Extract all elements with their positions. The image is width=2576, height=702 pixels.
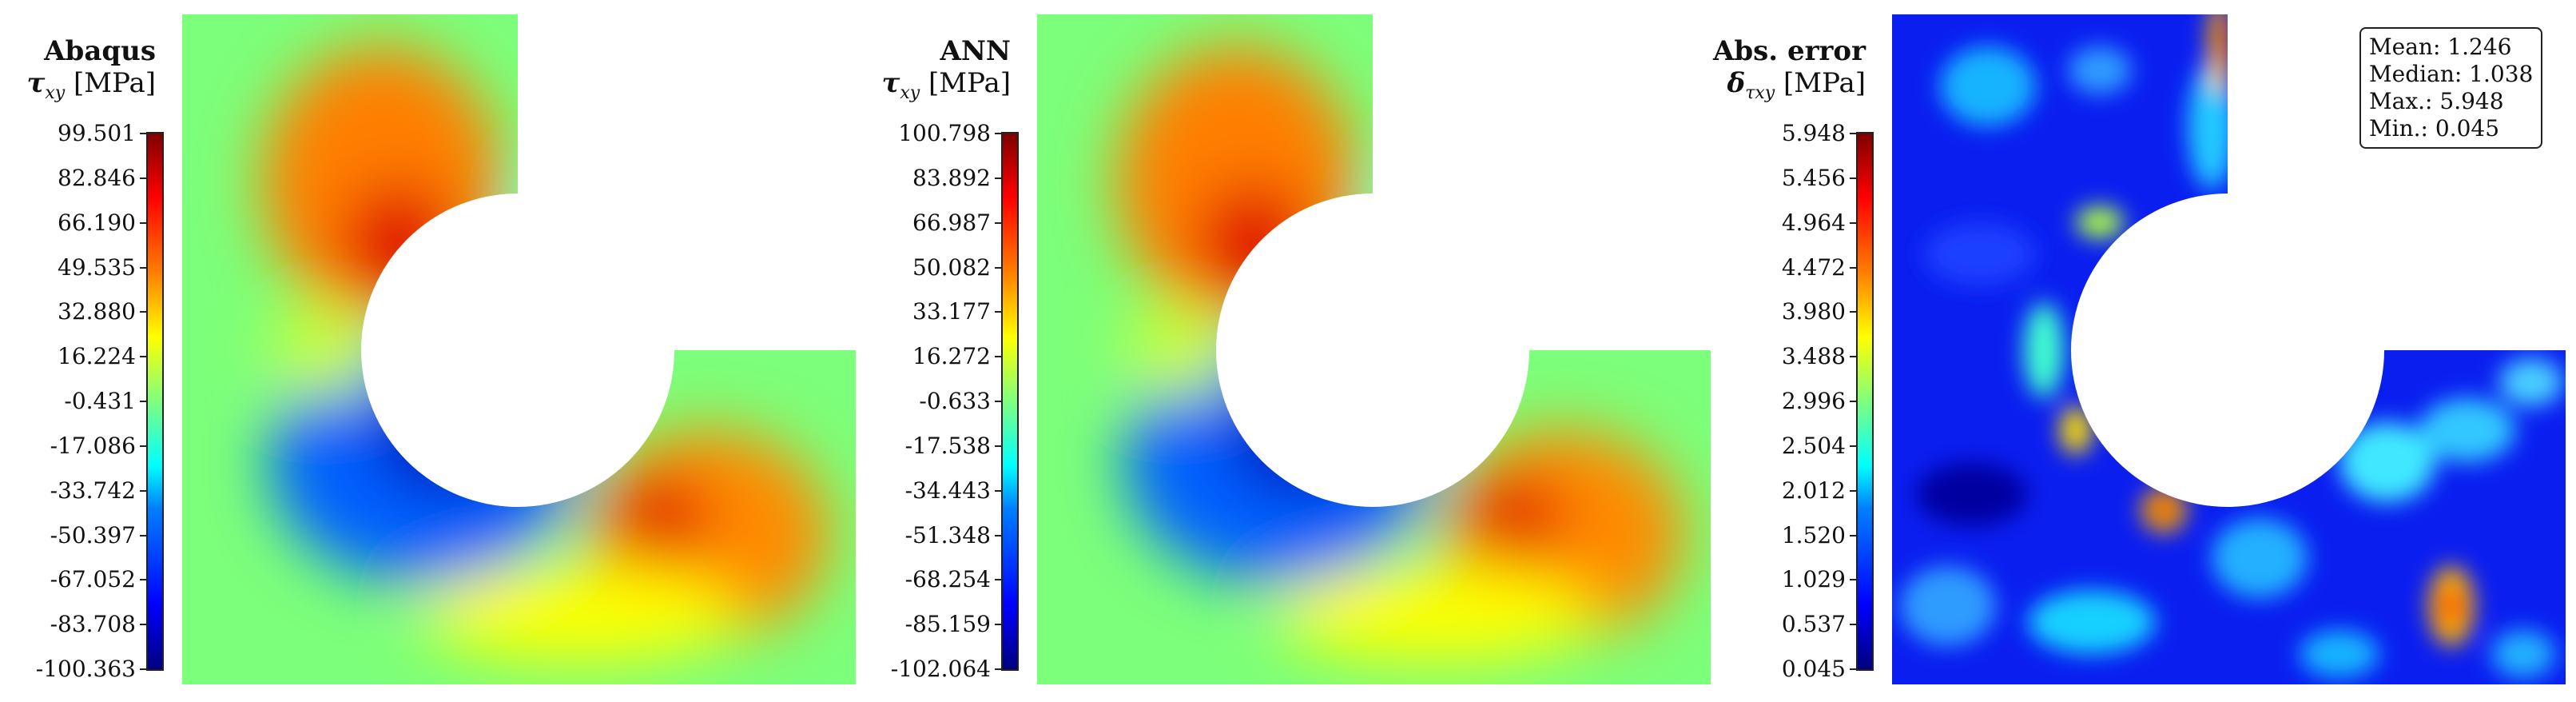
colorbar-tick-label: -17.086 <box>50 432 136 459</box>
colorbar-tick-label: -0.633 <box>919 388 991 414</box>
colorbar-tick-label: -17.538 <box>904 432 991 459</box>
colorbar-tick-mark <box>995 311 1001 313</box>
colorbar-tick-label: 4.964 <box>1781 209 1846 236</box>
colorbar-tick-mark <box>995 401 1001 402</box>
colorbar-tick-label: 5.456 <box>1781 164 1846 191</box>
colorbar-tick-mark <box>140 668 146 670</box>
colorbar-tick-label: -68.254 <box>904 566 991 593</box>
colorbar-tick-label: 3.488 <box>1781 343 1846 370</box>
colorbar-tick-mark <box>995 221 1001 224</box>
colorbar-tick-mark <box>1850 579 1856 581</box>
colorbar-tick-mark <box>995 445 1001 447</box>
colorbar-tick-mark <box>995 624 1001 626</box>
stat-min: Min.: 0.045 <box>2369 115 2500 142</box>
colorbar-tick-label: 2.996 <box>1781 388 1846 414</box>
colorbar-tick-mark <box>1850 624 1856 626</box>
colorbar-tick-label: -100.363 <box>35 656 136 682</box>
colorbar-tick-label: 83.892 <box>912 164 991 191</box>
colorbar-tick-label: 1.520 <box>1781 521 1846 548</box>
colorbar-tick-label: 100.798 <box>898 120 991 146</box>
colorbar-tick-label: 4.472 <box>1781 253 1846 281</box>
panel-title: Abaqus <box>44 35 156 67</box>
colorbar <box>1001 132 1019 671</box>
colorbar-tick-mark <box>995 489 1001 492</box>
colorbar-tick-mark <box>995 133 1001 134</box>
colorbar-tick-label: -67.052 <box>50 566 136 593</box>
colorbar-tick-mark <box>1850 445 1856 447</box>
colorbar-tick-label: -50.397 <box>50 521 136 548</box>
colorbar-tick-label: 0.045 <box>1781 656 1846 682</box>
colorbar-tick-label: -33.742 <box>50 477 136 504</box>
colorbar-tick-mark <box>140 489 146 492</box>
colorbar-tick-label: 1.029 <box>1781 566 1846 593</box>
panel-abs-error: Abs. error δτxy [MPa] 5.948 5.456 4.964 4.4… <box>1710 0 2576 702</box>
stat-median: Median: 1.038 <box>2369 61 2534 87</box>
colorbar-tick-label: 2.504 <box>1781 432 1846 459</box>
colorbar-tick-label: -102.064 <box>890 656 991 682</box>
colorbar-tick-mark <box>995 177 1001 179</box>
colorbar-tick-mark <box>140 401 146 402</box>
colorbar-tick-label: 99.501 <box>58 120 136 146</box>
quantity-label: τxy [MPa] <box>881 67 1011 103</box>
colorbar-tick-mark <box>1850 311 1856 313</box>
colorbar-tick-mark <box>1850 133 1856 134</box>
colorbar-tick-label: -51.348 <box>904 521 991 548</box>
panel-title: Abs. error <box>1712 35 1866 67</box>
stat-mean: Mean: 1.246 <box>2369 34 2512 60</box>
colorbar-tick-mark <box>140 266 146 269</box>
colorbar <box>146 132 164 671</box>
colorbar-tick-label: 66.190 <box>58 209 136 236</box>
colorbar-tick-mark <box>1850 266 1856 269</box>
colorbar-tick-label: 16.272 <box>912 343 991 370</box>
colorbar-tick-mark <box>1850 489 1856 492</box>
quantity-label: δτxy [MPa] <box>1727 67 1866 103</box>
colorbar-tick-mark <box>995 266 1001 269</box>
colorbar-tick-label: 0.537 <box>1781 611 1846 638</box>
colorbar-tick-mark <box>140 177 146 179</box>
colorbar-tick-label: 82.846 <box>58 164 136 191</box>
colorbar-tick-mark <box>995 356 1001 358</box>
colorbar-tick-mark <box>1850 356 1856 358</box>
colorbar-tick-mark <box>140 534 146 536</box>
panel-title: ANN <box>940 35 1011 67</box>
colorbar-tick-label: 66.987 <box>912 209 991 236</box>
colorbar-tick-mark <box>140 356 146 358</box>
colorbar-tick-label: -83.708 <box>50 611 136 638</box>
colorbar-tick-mark <box>140 221 146 224</box>
colorbar-tick-label: 33.177 <box>912 298 991 325</box>
colorbar-tick-mark <box>140 624 146 626</box>
quantity-label: τxy [MPa] <box>26 67 156 103</box>
stress-field-map <box>182 14 856 684</box>
colorbar-tick-label: 5.948 <box>1781 120 1846 146</box>
colorbar-tick-mark <box>995 534 1001 536</box>
colorbar-tick-label: -34.443 <box>904 477 991 504</box>
colorbar-tick-label: 50.082 <box>912 253 991 281</box>
colorbar-tick-mark <box>995 579 1001 581</box>
colorbar-tick-mark <box>140 311 146 313</box>
colorbar-tick-mark <box>1850 401 1856 402</box>
colorbar-tick-mark <box>1850 534 1856 536</box>
colorbar-tick-label: -0.431 <box>64 388 136 414</box>
stress-field-map <box>1037 14 1711 684</box>
stat-max: Max.: 5.948 <box>2369 88 2504 114</box>
colorbar-tick-mark <box>140 579 146 581</box>
colorbar-tick-mark <box>140 133 146 134</box>
colorbar-tick-label: -85.159 <box>904 611 991 638</box>
colorbar <box>1856 132 1874 671</box>
stats-box: Mean: 1.246 Median: 1.038 Max.: 5.948 Mi… <box>2359 27 2543 149</box>
colorbar-tick-mark <box>1850 668 1856 670</box>
panel-ann: ANN τxy [MPa] 100.798 83.892 66.987 50.082 3… <box>855 0 1711 702</box>
colorbar-tick-label: 16.224 <box>58 343 136 370</box>
colorbar-tick-label: 49.535 <box>58 253 136 281</box>
colorbar-tick-label: 32.880 <box>58 298 136 325</box>
panel-abaqus: Abaqus τxy [MPa] 99.501 82.846 66.190 49.53… <box>0 0 856 702</box>
colorbar-tick-mark <box>140 445 146 447</box>
colorbar-tick-mark <box>995 668 1001 670</box>
colorbar-tick-mark <box>1850 221 1856 224</box>
colorbar-tick-mark <box>1850 177 1856 179</box>
colorbar-tick-label: 2.012 <box>1781 477 1846 504</box>
colorbar-tick-label: 3.980 <box>1781 298 1846 325</box>
